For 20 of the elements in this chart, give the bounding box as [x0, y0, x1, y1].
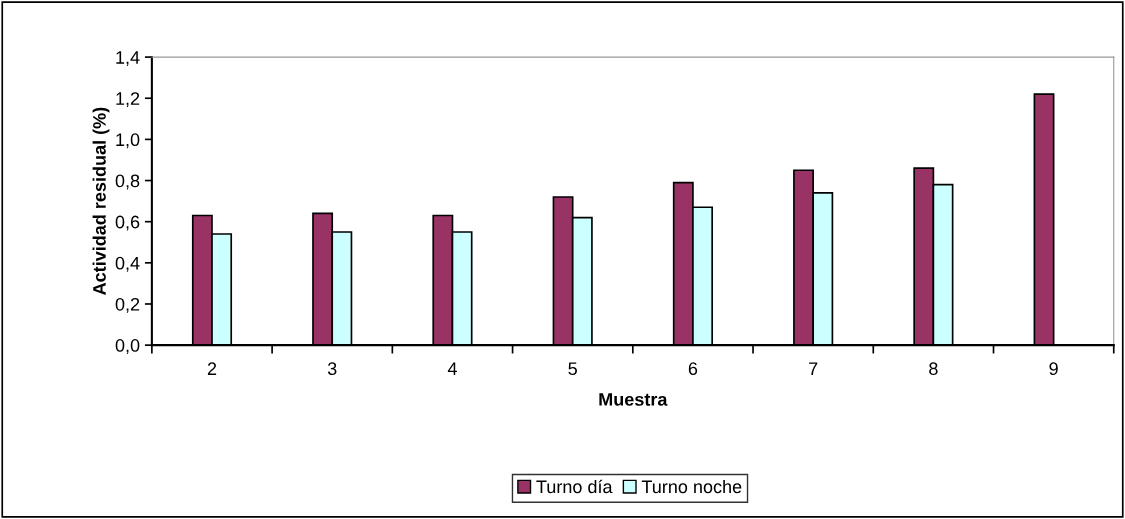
y-tick-label: 0,8 [115, 174, 140, 190]
x-tick-label: 2 [207, 362, 217, 375]
x-tick-label: 4 [447, 362, 457, 375]
x-tick-label: 7 [809, 362, 818, 375]
y-tick-label: 0,6 [115, 215, 140, 231]
x-tick-label: 5 [568, 362, 577, 376]
y-tick-label: 0,2 [115, 297, 140, 313]
x-axis-title: Muestra [599, 393, 668, 406]
x-tick-label: 3 [327, 362, 337, 376]
y-tick-label: 1,0 [116, 133, 140, 149]
y-tick-label: 0,0 [115, 339, 140, 354]
y-tick-label: 1,2 [116, 92, 140, 108]
x-tick-label: 6 [688, 362, 698, 376]
legend-label: Turno día [536, 479, 613, 494]
y-axis-title: Actividad residual (%) [92, 107, 110, 295]
legend-label: Turno noche [641, 479, 742, 494]
x-tick-label: 9 [1049, 362, 1058, 376]
x-tick-label: 8 [929, 362, 938, 376]
y-tick-label: 0,4 [115, 256, 140, 272]
y-tick-label: 1,4 [116, 51, 140, 66]
